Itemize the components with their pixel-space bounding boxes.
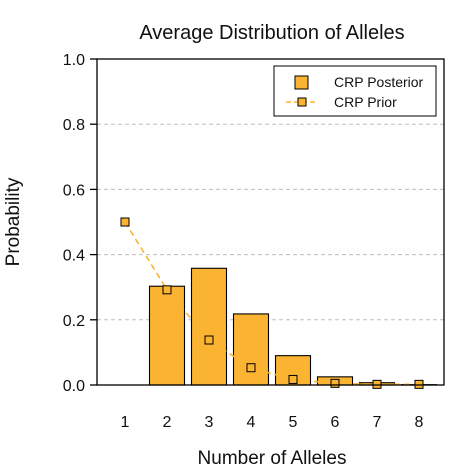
x-axis-label: Number of Alleles	[198, 448, 347, 469]
x-tick-label: 1	[121, 414, 130, 431]
posterior-bar	[190, 267, 228, 386]
prior-marker	[372, 379, 382, 389]
y-tick-label: 0.0	[63, 378, 85, 395]
prior-marker	[162, 285, 172, 295]
y-axis-label: Probability	[3, 177, 24, 266]
x-tick-label: 2	[163, 414, 172, 431]
legend-posterior-label: CRP Posterior	[334, 74, 424, 90]
x-axis: 1 2 3 4 5 6 7 8	[121, 414, 424, 431]
chart-title: Average Distribution of Alleles	[139, 22, 404, 44]
prior-marker	[414, 379, 424, 389]
legend-prior-label: CRP Prior	[334, 94, 397, 110]
posterior-bar	[148, 285, 186, 386]
prior-marker	[204, 335, 214, 345]
prior-marker	[288, 374, 298, 384]
y-axis: 0.0 0.2 0.4 0.6 0.8 1.0	[63, 52, 97, 395]
y-tick-label: 0.6	[63, 182, 85, 199]
y-tick-label: 0.4	[63, 248, 85, 265]
prior-marker	[246, 363, 256, 373]
bars	[148, 267, 438, 386]
legend-posterior-swatch	[294, 75, 309, 90]
legend-box	[273, 65, 437, 117]
x-tick-label: 5	[289, 414, 298, 431]
y-tick-label: 1.0	[63, 52, 85, 69]
x-tick-label: 4	[247, 414, 256, 431]
prior-marker	[330, 378, 340, 388]
x-tick-label: 8	[415, 414, 424, 431]
x-tick-label: 6	[331, 414, 340, 431]
legend: CRP Posterior CRP Prior	[273, 65, 437, 117]
y-tick-label: 0.2	[63, 313, 85, 330]
prior-marker	[120, 217, 130, 227]
y-tick-label: 0.8	[63, 117, 85, 134]
plot-frame	[96, 58, 445, 386]
posterior-bar	[232, 313, 270, 386]
x-tick-label: 3	[205, 414, 214, 431]
prior-line	[124, 221, 419, 386]
prior-series	[120, 217, 424, 389]
x-tick-label: 7	[373, 414, 382, 431]
legend-prior-marker	[297, 97, 307, 107]
